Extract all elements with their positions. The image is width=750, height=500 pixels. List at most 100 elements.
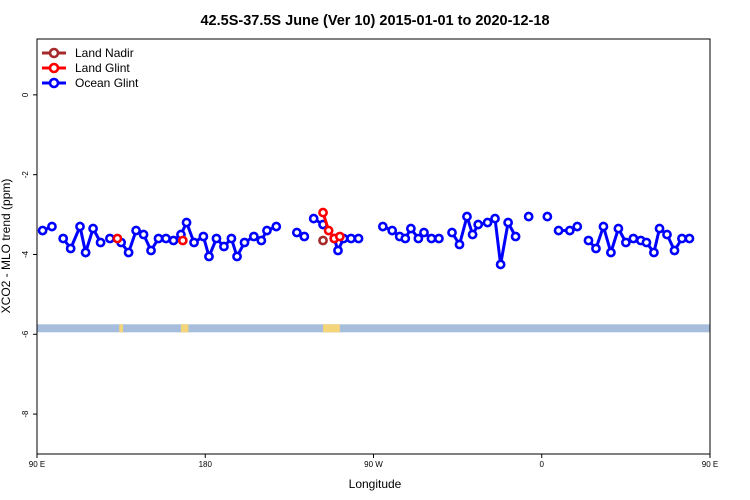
ocean-glint-point [649,247,659,258]
ocean-glint-point [591,243,601,254]
ocean-glint-point [65,243,76,254]
ocean-glint-point [161,233,171,244]
land-glint-point [177,235,188,246]
ocean-glint-point [677,233,687,244]
y-tick-label: -8 [21,410,30,418]
ocean-glint-point [204,251,214,262]
ocean-glint-point [523,211,534,222]
ocean-glint-point [400,233,411,244]
ocean-glint-point [37,225,48,236]
ocean-glint-point [248,231,259,242]
ocean-glint-point [628,233,639,244]
y-axis-label: XCO2 - MLO trend (ppm) [0,179,13,314]
land-ocean-strip [37,324,710,333]
legend-label-land-nadir: Land Nadir [75,46,134,60]
ocean-glint-point [146,245,156,256]
ocean-glint-point [377,221,388,232]
ocean-glint-point [75,221,85,232]
ocean-glint-point [80,247,91,258]
land-nadir-point [318,235,328,246]
land-span [323,324,340,333]
ocean-glint-point [542,211,553,222]
ocean-glint-point [447,227,457,238]
ocean-glint-point [346,233,356,244]
ocean-glint-point [271,221,282,232]
ocean-glint-point [467,229,478,240]
x-tick-label: 90 E [702,460,718,469]
ocean-glint-point [232,251,242,262]
ocean-glint-point [353,233,364,244]
land-span [119,324,123,333]
ocean-glint-point [219,241,229,252]
y-tick-label: -6 [21,330,30,338]
ocean-glint-point [419,227,429,238]
land-span [180,324,189,333]
land-glint-point [318,207,328,218]
ocean-glint-point [495,259,506,270]
ocean-glint-point [503,217,513,228]
x-axis: 90 E 180 90 W 0 90 E [29,454,718,469]
y-tick-label: -4 [21,250,30,258]
ocean-glint-point [641,237,652,248]
ocean-glint-point [510,231,521,242]
ocean-glint-point [684,233,695,244]
ocean-glint-point [95,237,106,248]
ocean-glint-point [47,221,57,232]
ocean-glint-point [434,233,444,244]
ocean-glint-point [620,237,631,248]
ocean-glint-point [490,213,500,224]
x-tick-label: 90 W [364,460,383,469]
ocean-glint-point [654,223,665,234]
ocean-glint-point [198,231,209,242]
ocean-band [37,324,710,333]
ocean-glint-point [123,247,134,258]
ocean-glint-point [256,235,267,246]
legend-marker-land-nadir [48,47,60,59]
x-tick-label: 180 [199,460,213,469]
ocean-glint-point [583,235,594,246]
ocean-glint-point [572,221,583,232]
chart-title: 42.5S-37.5S June (Ver 10) 2015-01-01 to … [200,13,549,29]
ocean-glint-point [333,245,343,256]
ocean-glint-point [473,219,484,230]
ocean-glint-point [262,225,272,236]
ocean-glint-point [606,247,616,258]
land-glint-point [334,231,345,242]
land-glint-point [323,225,334,236]
series-layer [37,207,695,270]
ocean-glint-point [291,227,302,238]
ocean-glint-point [482,217,493,228]
ocean-glint-point [299,231,310,242]
y-tick-label: 0 [21,92,30,97]
ocean-glint-point [189,237,199,248]
legend-marker-ocean-glint [48,77,60,89]
ocean-glint-point [168,235,179,246]
ocean-glint-point [88,223,98,234]
ocean-glint-point [462,211,472,222]
ocean-glint-point [413,233,424,244]
land-glint-point [112,233,123,244]
ocean-glint-point [211,233,222,244]
x-axis-label: Longitude [349,477,402,491]
legend-marker-land-glint [48,62,60,74]
ocean-glint-point [613,223,624,234]
ocean-glint-point [564,225,575,236]
ocean-glint-point [426,233,437,244]
ocean-glint-point [131,225,141,236]
y-tick-label: -2 [21,171,30,179]
x-tick-label: 90 E [29,460,45,469]
ocean-glint-point [598,221,609,232]
ocean-glint-point [58,233,69,244]
ocean-glint-point [239,237,250,248]
legend-label-ocean-glint: Ocean Glint [75,76,139,90]
ocean-glint-point [669,245,680,256]
ocean-glint-point [662,229,672,240]
ocean-glint-point [226,233,237,244]
x-tick-label: 0 [540,460,545,469]
ocean-glint-point [105,233,115,244]
ocean-glint-point [153,233,164,244]
ocean-glint-point [138,229,149,240]
ocean-glint-point [387,225,398,236]
